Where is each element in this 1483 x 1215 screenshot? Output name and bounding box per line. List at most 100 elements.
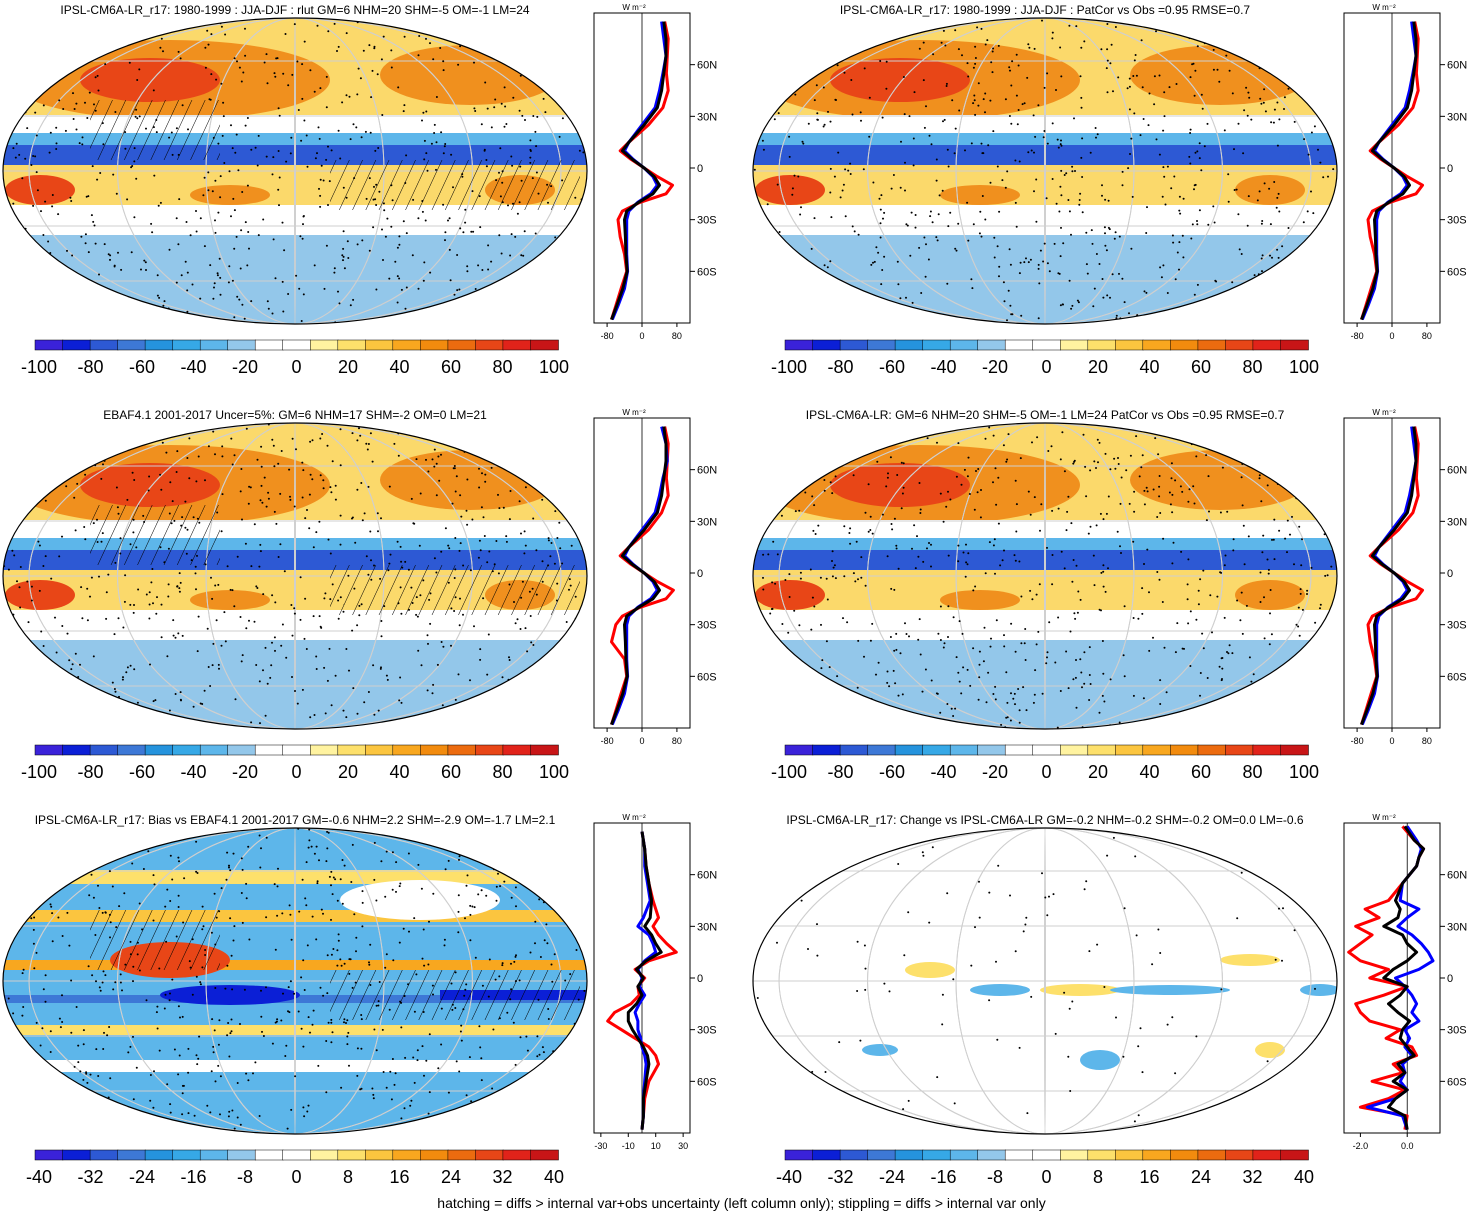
stipple-dot <box>1041 872 1043 875</box>
stipple-dot <box>345 648 348 650</box>
stipple-dot <box>926 547 928 550</box>
stipple-dot <box>1044 896 1047 899</box>
stipple-dot <box>177 314 180 317</box>
stipple-dot <box>544 111 547 114</box>
stipple-dot <box>1023 261 1026 264</box>
stipple-dot <box>77 676 80 678</box>
stipple-dot <box>1242 702 1245 705</box>
stipple-dot <box>117 294 119 297</box>
stipple-dot <box>550 891 553 894</box>
stipple-dot <box>49 1051 52 1053</box>
stipple-dot <box>465 1094 468 1097</box>
stipple-dot <box>360 482 363 484</box>
stipple-dot <box>255 664 258 666</box>
stipple-dot <box>1158 495 1161 498</box>
stipple-dot <box>836 675 839 678</box>
stipple-dot <box>86 117 89 119</box>
stipple-dot <box>973 94 976 97</box>
colorbar-cell <box>1252 339 1282 351</box>
stipple-dot <box>352 123 355 126</box>
stipple-dot <box>260 484 263 487</box>
stipple-dot <box>1085 263 1088 266</box>
stipple-dot <box>214 1080 217 1083</box>
stipple-dot <box>1101 278 1104 280</box>
x-tick-label: -80 <box>1351 736 1364 746</box>
map-title: IPSL-CM6A-LR: GM=6 NHM=20 SHM=-5 OM=-1 L… <box>805 408 1285 422</box>
meridian <box>1044 18 1046 324</box>
stipple-dot <box>524 32 527 35</box>
stipple-dot <box>810 628 813 631</box>
stipple-dot <box>370 559 372 562</box>
stipple-dot <box>395 861 398 864</box>
stipple-dot <box>800 206 802 209</box>
stipple-dot <box>973 99 976 102</box>
stipple-dot <box>297 109 300 111</box>
stipple-dot <box>820 667 823 670</box>
stipple-dot <box>379 667 382 670</box>
stipple-dot <box>1138 475 1141 478</box>
stipple-dot <box>118 40 121 43</box>
stipple-dot <box>558 521 561 524</box>
stipple-dot <box>136 848 139 851</box>
stipple-dot <box>305 861 308 864</box>
stipple-dot <box>97 1125 100 1128</box>
stipple-dot <box>535 549 538 552</box>
stipple-dot <box>1319 726 1322 729</box>
stipple-dot <box>569 888 572 891</box>
stipple-dot <box>20 284 23 287</box>
lat-tick-label: 0 <box>1447 568 1453 580</box>
stipple-dot <box>984 437 987 440</box>
stipple-dot <box>207 445 210 448</box>
stipple-dot <box>921 851 924 854</box>
stipple-dot <box>505 540 508 543</box>
stipple-dot <box>1024 659 1027 661</box>
stipple-dot <box>1088 674 1091 676</box>
stipple-dot <box>1199 694 1201 697</box>
colorbar-cell <box>922 744 951 756</box>
stipple-dot <box>857 305 860 308</box>
stipple-dot <box>994 572 996 575</box>
stipple-dot <box>405 232 408 235</box>
stipple-dot <box>1073 612 1076 615</box>
stipple-dot <box>305 904 308 907</box>
stipple-dot <box>304 597 307 600</box>
stipple-dot <box>530 641 533 644</box>
stipple-dot <box>974 45 977 48</box>
stipple-dot <box>762 30 765 33</box>
stipple-dot <box>922 41 925 44</box>
stipple-dot <box>306 944 309 947</box>
stipple-dot <box>1260 102 1263 105</box>
stipple-dot <box>1193 188 1195 191</box>
stipple-dot <box>886 681 889 684</box>
stipple-dot <box>117 617 120 620</box>
colorbar-cell <box>282 744 311 756</box>
stipple-dot <box>838 1041 841 1044</box>
stipple-dot <box>761 139 764 142</box>
stipple-dot <box>370 96 373 99</box>
stipple-dot <box>376 73 379 76</box>
stipple-dot <box>421 210 424 213</box>
stipple-dot <box>232 197 235 200</box>
stipple-dot <box>787 631 790 634</box>
stipple-dot <box>992 434 995 437</box>
stipple-dot <box>175 471 178 473</box>
lat-tick-label: 30S <box>1447 1025 1467 1037</box>
stipple-dot <box>138 68 141 71</box>
stipple-dot <box>1147 124 1150 127</box>
stipple-dot <box>1316 315 1319 318</box>
stipple-dot <box>1123 907 1126 910</box>
stipple-dot <box>954 29 957 32</box>
stipple-dot <box>12 72 15 75</box>
stipple-dot <box>992 544 995 547</box>
anomaly-band <box>3 1100 587 1114</box>
stipple-dot <box>440 641 443 643</box>
stipple-dot <box>788 596 791 598</box>
stipple-dot <box>113 633 116 636</box>
stipple-dot <box>174 636 177 639</box>
stipple-dot <box>331 893 334 896</box>
stipple-dot <box>24 915 27 918</box>
stipple-dot <box>1046 262 1049 265</box>
stipple-dot <box>220 644 223 647</box>
stipple-dot <box>793 174 796 177</box>
stipple-dot <box>855 426 858 428</box>
